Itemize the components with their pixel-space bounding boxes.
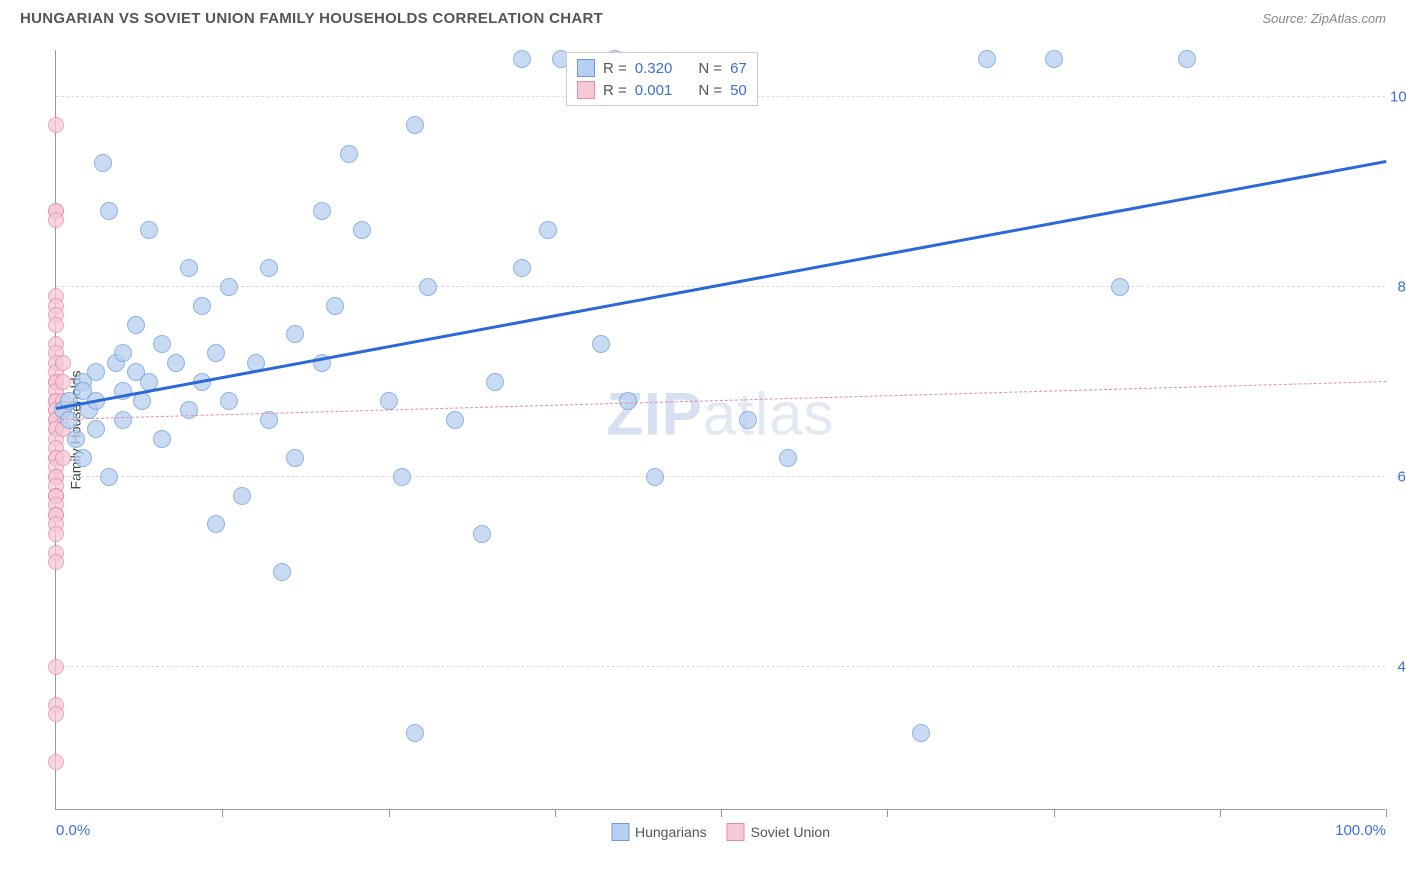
point-hungarians — [180, 259, 198, 277]
stats-row-hungarians: R = 0.320 N = 67 — [577, 57, 747, 79]
watermark: ZIPatlas — [606, 380, 834, 449]
point-hungarians — [779, 449, 797, 467]
point-hungarians — [140, 221, 158, 239]
stats-row-soviet: R = 0.001 N = 50 — [577, 79, 747, 101]
point-hungarians — [1045, 50, 1063, 68]
point-soviet — [48, 317, 64, 333]
xtick — [1220, 809, 1221, 817]
point-hungarians — [207, 515, 225, 533]
point-soviet — [48, 706, 64, 722]
gridline — [56, 476, 1385, 477]
point-hungarians — [353, 221, 371, 239]
point-soviet — [48, 526, 64, 542]
swatch-hungarians — [611, 823, 629, 841]
xtick — [222, 809, 223, 817]
swatch-hungarians — [577, 59, 595, 77]
point-hungarians — [114, 344, 132, 362]
stats-legend-box: R = 0.320 N = 67 R = 0.001 N = 50 — [566, 52, 758, 106]
point-hungarians — [513, 259, 531, 277]
point-hungarians — [646, 468, 664, 486]
ytick-label: 80.0% — [1390, 278, 1406, 295]
point-soviet — [55, 355, 71, 371]
scatter-chart: Family Households ZIPatlas 40.0%60.0%80.… — [55, 50, 1385, 810]
point-hungarians — [286, 449, 304, 467]
point-hungarians — [1111, 278, 1129, 296]
header: HUNGARIAN VS SOVIET UNION FAMILY HOUSEHO… — [0, 0, 1406, 35]
point-hungarians — [153, 430, 171, 448]
point-hungarians — [74, 449, 92, 467]
point-soviet — [48, 754, 64, 770]
point-soviet — [48, 212, 64, 228]
point-hungarians — [220, 392, 238, 410]
ytick-label: 100.0% — [1390, 88, 1406, 105]
point-hungarians — [380, 392, 398, 410]
point-hungarians — [340, 145, 358, 163]
point-soviet — [55, 450, 71, 466]
point-hungarians — [446, 411, 464, 429]
point-hungarians — [273, 563, 291, 581]
point-hungarians — [87, 363, 105, 381]
point-hungarians — [912, 724, 930, 742]
point-hungarians — [167, 354, 185, 372]
xtick-label: 100.0% — [1335, 822, 1386, 839]
point-hungarians — [94, 154, 112, 172]
xtick — [721, 809, 722, 817]
point-hungarians — [592, 335, 610, 353]
point-hungarians — [87, 420, 105, 438]
swatch-soviet — [577, 81, 595, 99]
point-hungarians — [207, 344, 225, 362]
xtick-label: 0.0% — [56, 822, 90, 839]
ytick-label: 40.0% — [1390, 658, 1406, 675]
point-hungarians — [486, 373, 504, 391]
point-hungarians — [233, 487, 251, 505]
point-hungarians — [419, 278, 437, 296]
xtick — [1054, 809, 1055, 817]
point-hungarians — [539, 221, 557, 239]
point-hungarians — [127, 316, 145, 334]
swatch-soviet — [727, 823, 745, 841]
source-credit: Source: ZipAtlas.com — [1262, 11, 1386, 26]
point-hungarians — [193, 297, 211, 315]
point-hungarians — [313, 202, 331, 220]
gridline — [56, 666, 1385, 667]
xtick — [1386, 809, 1387, 817]
legend-item-hungarians: Hungarians — [611, 823, 707, 841]
xtick — [887, 809, 888, 817]
point-hungarians — [100, 468, 118, 486]
point-hungarians — [978, 50, 996, 68]
point-soviet — [55, 374, 71, 390]
point-hungarians — [619, 392, 637, 410]
point-soviet — [48, 117, 64, 133]
point-hungarians — [114, 411, 132, 429]
point-hungarians — [260, 259, 278, 277]
legend-item-soviet: Soviet Union — [727, 823, 830, 841]
xtick — [555, 809, 556, 817]
point-soviet — [48, 659, 64, 675]
point-hungarians — [406, 724, 424, 742]
ytick-label: 60.0% — [1390, 468, 1406, 485]
bottom-legend: Hungarians Soviet Union — [611, 823, 830, 841]
point-hungarians — [100, 202, 118, 220]
trendline-soviet — [56, 381, 1386, 420]
point-hungarians — [67, 430, 85, 448]
point-hungarians — [406, 116, 424, 134]
point-hungarians — [739, 411, 757, 429]
point-hungarians — [326, 297, 344, 315]
chart-title: HUNGARIAN VS SOVIET UNION FAMILY HOUSEHO… — [20, 10, 603, 27]
point-hungarians — [473, 525, 491, 543]
point-hungarians — [220, 278, 238, 296]
point-hungarians — [393, 468, 411, 486]
point-soviet — [48, 554, 64, 570]
point-hungarians — [286, 325, 304, 343]
xtick — [389, 809, 390, 817]
point-hungarians — [513, 50, 531, 68]
point-hungarians — [153, 335, 171, 353]
point-hungarians — [1178, 50, 1196, 68]
